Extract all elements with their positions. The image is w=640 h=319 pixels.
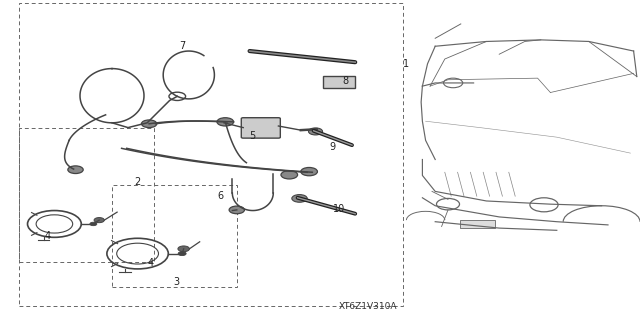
Bar	[323, 76, 355, 88]
Circle shape	[229, 206, 244, 214]
Circle shape	[68, 166, 83, 174]
Text: 8: 8	[342, 76, 349, 86]
Circle shape	[308, 128, 323, 135]
Circle shape	[281, 171, 298, 179]
Bar	[460, 220, 495, 228]
Circle shape	[217, 118, 234, 126]
Text: 9: 9	[330, 142, 336, 152]
Bar	[112, 185, 237, 287]
Text: 7: 7	[179, 41, 186, 51]
Text: 4: 4	[45, 231, 51, 241]
Circle shape	[178, 246, 189, 252]
Circle shape	[141, 120, 157, 128]
Circle shape	[178, 252, 186, 256]
Bar	[19, 3, 403, 306]
Text: 3: 3	[173, 277, 179, 287]
Circle shape	[94, 218, 104, 223]
Text: 2: 2	[134, 177, 141, 187]
Circle shape	[301, 167, 317, 176]
Bar	[19, 128, 154, 262]
Text: 10: 10	[333, 204, 346, 214]
Circle shape	[90, 222, 97, 226]
Text: 1: 1	[403, 59, 410, 69]
Text: 6: 6	[218, 191, 224, 201]
Text: XT6Z1V310A: XT6Z1V310A	[339, 302, 397, 311]
Text: 5: 5	[250, 130, 256, 141]
Text: 4: 4	[147, 258, 154, 268]
Circle shape	[292, 195, 307, 202]
FancyBboxPatch shape	[241, 118, 280, 138]
